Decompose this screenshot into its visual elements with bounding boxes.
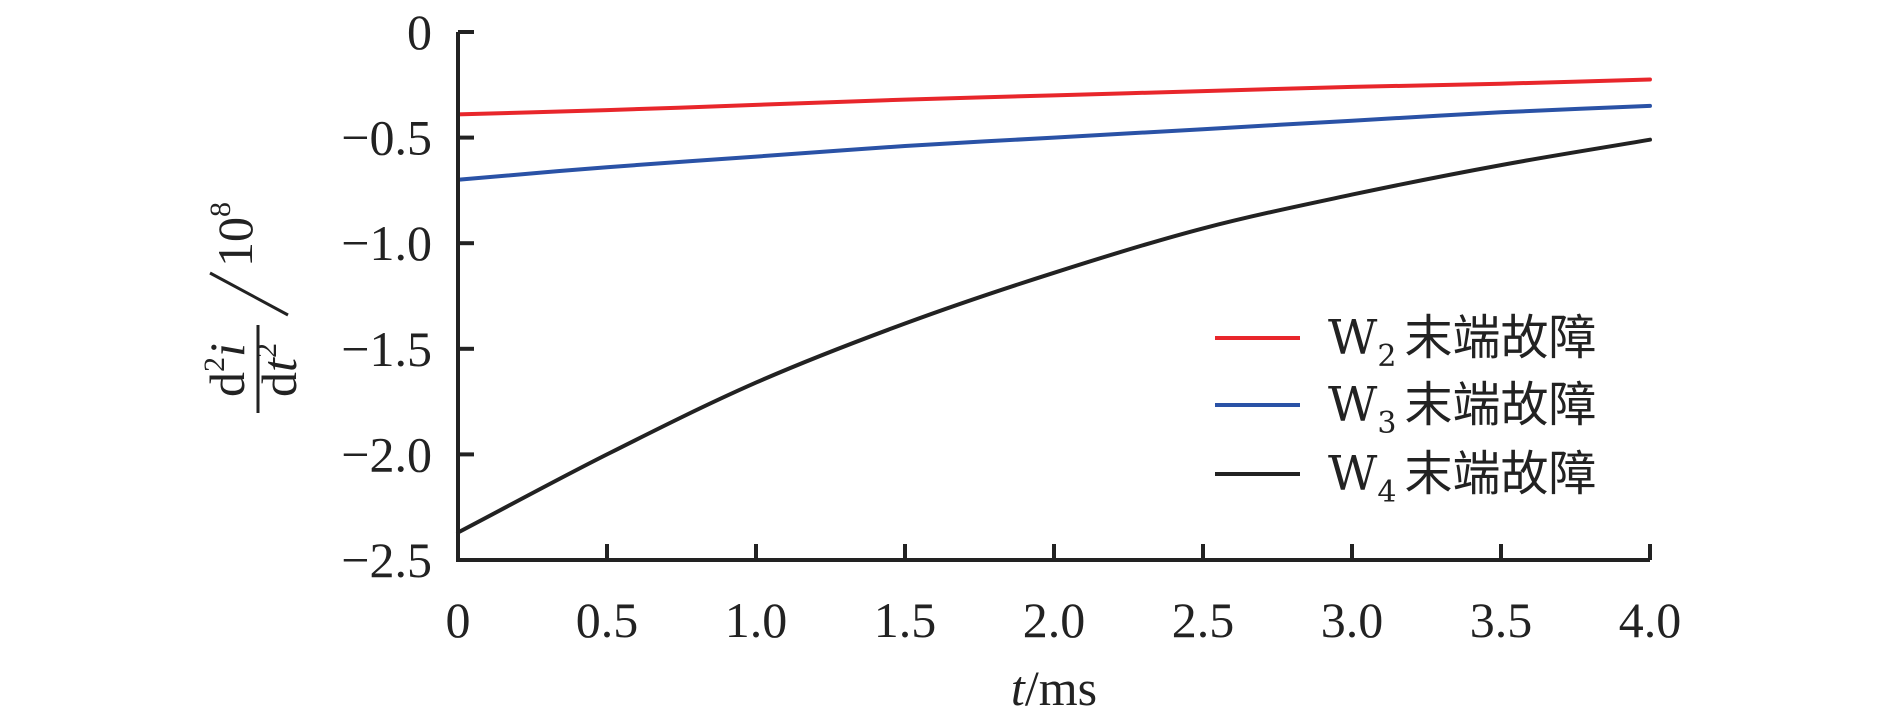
legend-label-w2: W2 末端故障 <box>1328 310 1596 374</box>
y-label-denominator: dt2 <box>250 343 307 397</box>
y-tick-label: 0 <box>407 4 432 60</box>
x-tick-label: 1.5 <box>874 592 937 648</box>
legend-item-w3: W3 末端故障 <box>1215 377 1596 441</box>
y-label-slash <box>209 271 289 317</box>
plot-series <box>456 77 1652 535</box>
legend-label-w4: W4 末端故障 <box>1328 446 1596 510</box>
x-axis-ticks: 0 0.5 1.0 1.5 2.0 2.5 3.0 3.5 4.0 <box>446 544 1682 648</box>
x-tick-label: 2.0 <box>1023 592 1086 648</box>
x-tick-label: 4.0 <box>1619 592 1682 648</box>
y-axis-ticks: 0 −0.5 −1.0 −1.5 −2.0 −2.5 <box>341 4 474 588</box>
x-tick-label: 0.5 <box>576 592 639 648</box>
series-line-w4 <box>456 137 1652 535</box>
y-tick-label: −1.5 <box>341 321 432 377</box>
x-axis-label: t/ms <box>1011 660 1097 716</box>
y-tick-label: −2.0 <box>341 426 432 482</box>
x-axis-label-unit: /ms <box>1025 660 1097 716</box>
axes-frame <box>456 32 1650 562</box>
x-tick-label: 3.0 <box>1321 592 1384 648</box>
legend-label-w3: W3 末端故障 <box>1328 377 1596 441</box>
x-tick-label: 2.5 <box>1172 592 1235 648</box>
y-label-numerator: d2i <box>198 343 255 397</box>
y-axis-label: d2i dt2 108 <box>198 202 307 413</box>
y-tick-label: −2.5 <box>341 532 432 588</box>
y-tick-label: −1.0 <box>341 215 432 271</box>
x-tick-label: 1.0 <box>725 592 788 648</box>
x-axis-label-var: t <box>1011 660 1026 716</box>
series-line-w3 <box>456 103 1652 182</box>
legend: W2 末端故障 W3 末端故障 W4 末端故障 <box>1215 310 1596 510</box>
legend-item-w2: W2 末端故障 <box>1215 310 1596 374</box>
y-label-scale: 108 <box>204 202 263 267</box>
y-tick-label: −0.5 <box>341 110 432 166</box>
x-tick-label: 3.5 <box>1470 592 1533 648</box>
x-tick-label: 0 <box>446 592 471 648</box>
series-line-w2 <box>456 77 1652 117</box>
legend-item-w4: W4 末端故障 <box>1215 446 1596 510</box>
